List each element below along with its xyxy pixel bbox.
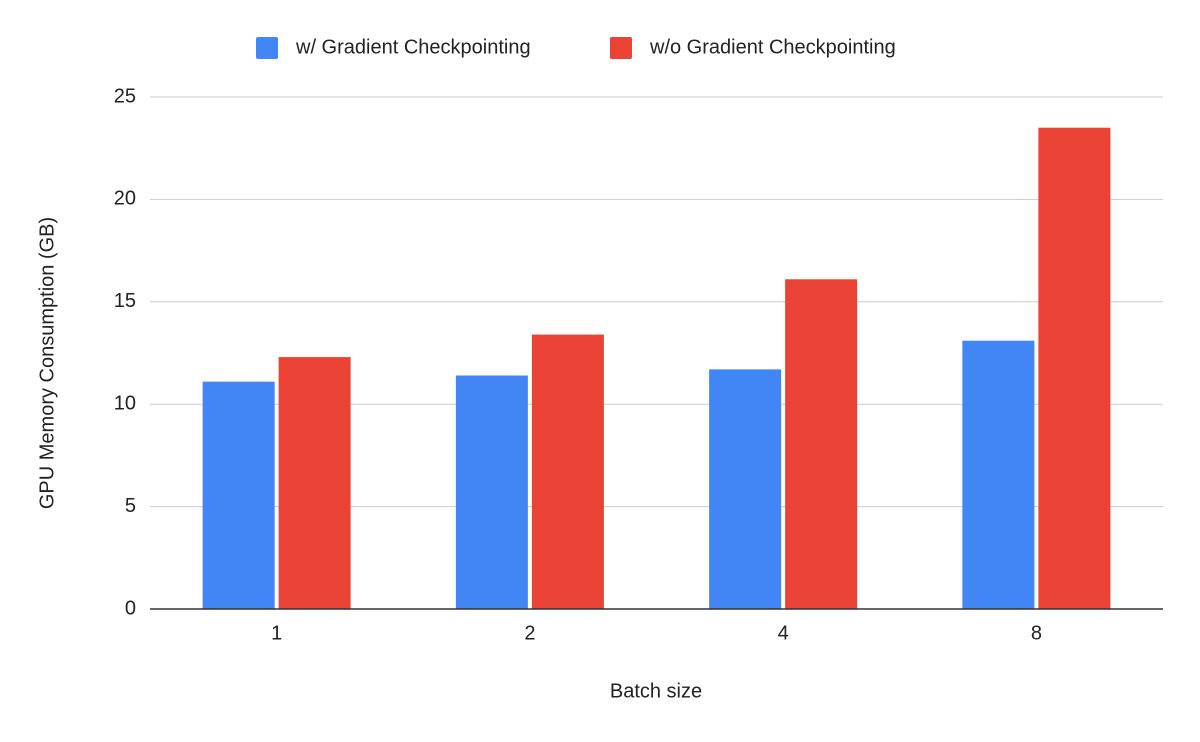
bar	[531, 334, 604, 609]
y-tick-label: 0	[125, 597, 136, 619]
bar	[278, 357, 351, 609]
bar	[962, 340, 1035, 609]
y-tick-label: 25	[114, 85, 136, 107]
x-tick-label: 1	[271, 622, 282, 644]
y-tick-label: 10	[114, 392, 136, 414]
legend-label: w/ Gradient Checkpointing	[295, 36, 531, 58]
bar	[709, 369, 782, 609]
x-axis-title: Batch size	[610, 680, 702, 702]
y-axis-title: GPU Memory Consumption (GB)	[36, 217, 58, 509]
legend-label: w/o Gradient Checkpointing	[649, 36, 896, 58]
bar	[202, 381, 275, 609]
x-tick-label: 4	[778, 622, 789, 644]
x-tick-label: 8	[1031, 622, 1042, 644]
bar	[785, 279, 858, 609]
bar	[455, 375, 528, 609]
y-tick-label: 15	[114, 290, 136, 312]
x-tick-label: 2	[524, 622, 535, 644]
y-tick-label: 5	[125, 495, 136, 517]
bar	[1038, 127, 1111, 609]
legend-swatch	[256, 37, 278, 59]
legend-swatch	[610, 37, 632, 59]
y-tick-label: 20	[114, 188, 136, 210]
